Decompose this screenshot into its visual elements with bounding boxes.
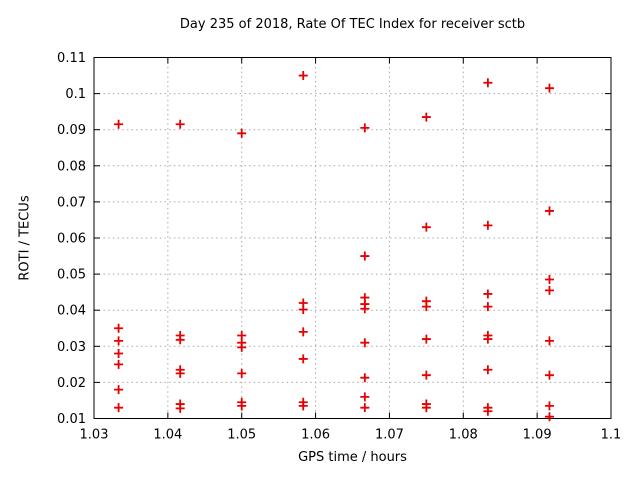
y-tick-label: 0.06 <box>57 232 86 247</box>
data-point-marker <box>544 285 554 295</box>
data-point-marker <box>298 327 308 337</box>
data-point-marker <box>298 354 308 364</box>
data-point-marker <box>114 359 124 369</box>
data-point-marker <box>175 368 185 378</box>
data-point-marker <box>360 403 370 413</box>
data-point-marker <box>421 112 431 122</box>
data-point-marker <box>421 222 431 232</box>
y-tick-label: 0.11 <box>57 51 86 66</box>
y-tick-label: 0.03 <box>57 340 86 355</box>
data-point-marker <box>114 336 124 346</box>
data-point-marker <box>114 323 124 333</box>
x-tick-label: 1.07 <box>375 428 404 443</box>
data-point-marker <box>483 220 493 230</box>
x-tick-label: 1.05 <box>227 428 256 443</box>
data-point-marker <box>544 275 554 285</box>
x-tick-label: 1.09 <box>523 428 552 443</box>
data-point-marker <box>114 385 124 395</box>
data-point-marker <box>360 304 370 314</box>
y-tick-label: 0.04 <box>57 304 86 319</box>
data-point-marker <box>175 403 185 413</box>
data-point-marker <box>483 78 493 88</box>
data-point-marker <box>114 403 124 413</box>
data-point-marker <box>298 304 308 314</box>
x-tick-label: 1.08 <box>449 428 478 443</box>
data-point-marker <box>175 335 185 345</box>
data-point-marker <box>421 370 431 380</box>
y-tick-label: 0.1 <box>65 87 86 102</box>
data-point-marker <box>544 83 554 93</box>
data-point-marker <box>237 128 247 138</box>
y-tick-label: 0.01 <box>57 412 86 427</box>
y-tick-label: 0.07 <box>57 195 86 210</box>
data-point-marker <box>483 334 493 344</box>
data-point-marker <box>483 406 493 416</box>
y-tick-label: 0.05 <box>57 268 86 283</box>
data-point-marker <box>544 370 554 380</box>
data-point-marker <box>421 403 431 413</box>
data-point-marker <box>237 368 247 378</box>
data-point-marker <box>298 401 308 411</box>
data-point-marker <box>421 302 431 312</box>
data-point-marker <box>360 373 370 383</box>
y-tick-label: 0.09 <box>57 123 86 138</box>
data-point-marker <box>237 342 247 352</box>
chart-title: Day 235 of 2018, Rate Of TEC Index for r… <box>179 17 526 32</box>
data-point-marker <box>483 289 493 299</box>
x-tick-label: 1.06 <box>301 428 330 443</box>
data-point-marker <box>114 119 124 129</box>
data-point-marker <box>544 401 554 411</box>
data-point-marker <box>360 338 370 348</box>
data-point-marker <box>544 412 554 422</box>
data-point-marker <box>298 71 308 81</box>
x-axis-label: GPS time / hours <box>298 450 407 465</box>
data-point-marker <box>360 392 370 402</box>
x-tick-label: 1.04 <box>153 428 182 443</box>
y-axis-label: ROTI / TECUs <box>17 195 33 281</box>
data-point-marker <box>175 119 185 129</box>
data-point-marker <box>421 334 431 344</box>
y-tick-label: 0.08 <box>57 159 86 174</box>
data-point-marker <box>360 123 370 133</box>
x-tick-label: 1.1 <box>601 428 622 443</box>
data-point-marker <box>360 251 370 261</box>
data-point-marker <box>237 401 247 411</box>
x-tick-label: 1.03 <box>80 428 109 443</box>
data-point-marker <box>544 336 554 346</box>
data-point-marker <box>483 365 493 375</box>
data-point-marker <box>114 349 124 359</box>
data-point-marker <box>544 206 554 216</box>
y-tick-label: 0.02 <box>57 376 86 391</box>
data-point-marker <box>483 302 493 312</box>
